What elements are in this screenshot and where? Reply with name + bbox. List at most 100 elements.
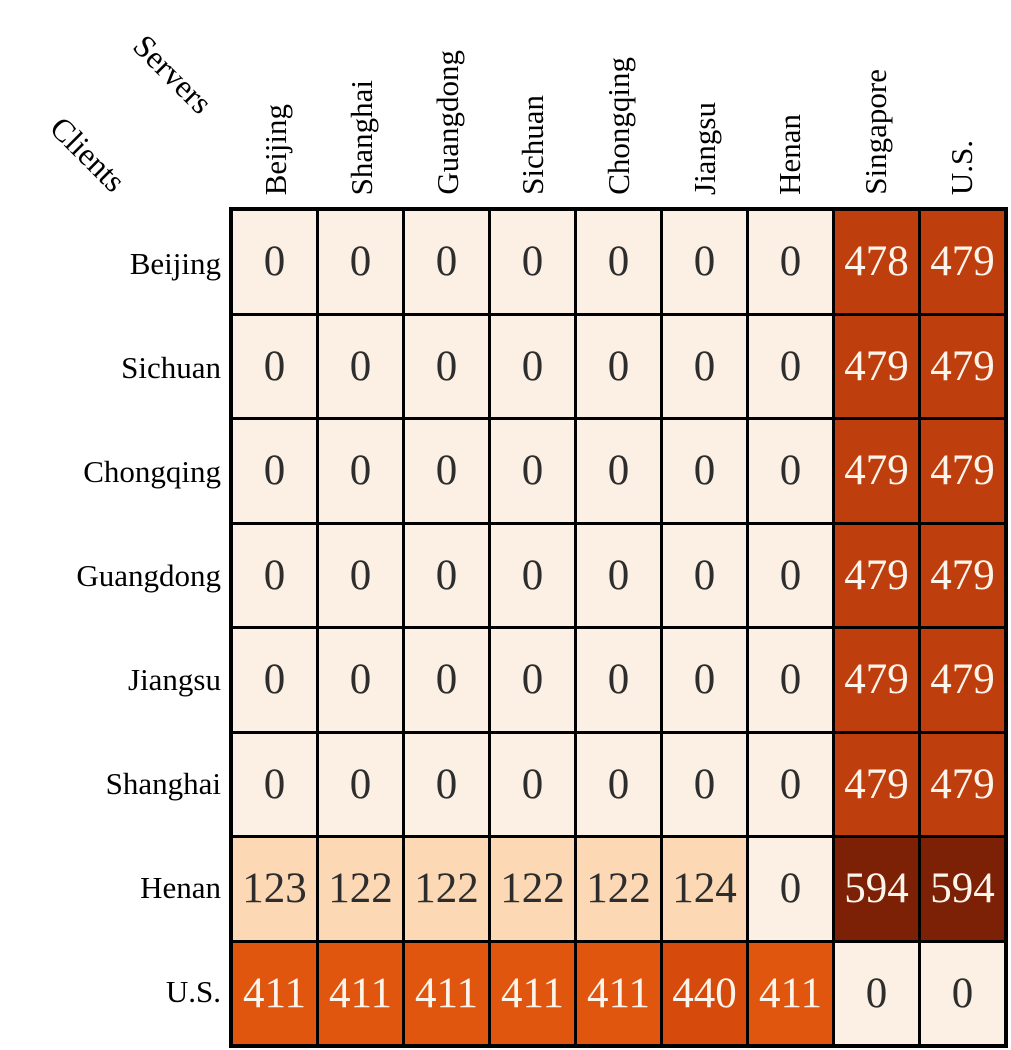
heatmap-cell-jiangsu-beijing: 0 — [233, 629, 316, 731]
heatmap-cell-sichuan-sichuan: 0 — [491, 315, 574, 417]
heatmap-cell-u-s-u-s: 0 — [921, 942, 1004, 1044]
heatmap-cell-u-s-henan: 411 — [749, 942, 832, 1044]
col-header-cell-chongqing: Chongqing — [576, 0, 662, 203]
col-header-cell-beijing: Beijing — [233, 0, 319, 203]
heatmap-cell-chongqing-chongqing: 0 — [577, 420, 660, 522]
heatmap-cell-guangdong-shanghai: 0 — [319, 524, 402, 626]
heatmap-cell-beijing-sichuan: 0 — [491, 211, 574, 313]
heatmap-cell-shanghai-beijing: 0 — [233, 733, 316, 835]
col-label-sichuan: Sichuan — [515, 95, 551, 195]
heatmap-grid: 0 0 0 0 0 0 0 478 479 0 0 0 0 0 0 0 479 479 0 0 0 0 0 0 0 479 479 0… — [229, 207, 1008, 1048]
row-label-shanghai: Shanghai — [105, 766, 221, 802]
heatmap-cell-shanghai-chongqing: 0 — [577, 733, 660, 835]
heatmap-cell-jiangsu-henan: 0 — [749, 629, 832, 731]
row-label-beijing: Beijing — [129, 245, 221, 281]
heatmap-cell-shanghai-singapore: 479 — [835, 733, 918, 835]
col-label-chongqing: Chongqing — [600, 57, 636, 195]
heatmap-cell-guangdong-singapore: 479 — [835, 524, 918, 626]
heatmap-cell-guangdong-chongqing: 0 — [577, 524, 660, 626]
heatmap-cell-chongqing-shanghai: 0 — [319, 420, 402, 522]
heatmap-cell-jiangsu-u-s: 479 — [921, 629, 1004, 731]
heatmap-cell-beijing-chongqing: 0 — [577, 211, 660, 313]
heatmap-cell-chongqing-jiangsu: 0 — [663, 420, 746, 522]
heatmap-cell-sichuan-guangdong: 0 — [405, 315, 488, 417]
heatmap-cell-jiangsu-guangdong: 0 — [405, 629, 488, 731]
heatmap-cell-chongqing-sichuan: 0 — [491, 420, 574, 522]
heatmap-cell-u-s-chongqing: 411 — [577, 942, 660, 1044]
heatmap-cell-beijing-jiangsu: 0 — [663, 211, 746, 313]
heatmap-cell-beijing-beijing: 0 — [233, 211, 316, 313]
row-label-chongqing: Chongqing — [83, 453, 221, 489]
heatmap-cell-sichuan-beijing: 0 — [233, 315, 316, 417]
heatmap-cell-shanghai-sichuan: 0 — [491, 733, 574, 835]
heatmap-cell-henan-jiangsu: 124 — [663, 838, 746, 940]
heatmap-cell-henan-singapore: 594 — [835, 838, 918, 940]
heatmap-cell-u-s-jiangsu: 440 — [663, 942, 746, 1044]
col-label-jiangsu: Jiangsu — [686, 102, 722, 195]
heatmap-cell-sichuan-jiangsu: 0 — [663, 315, 746, 417]
col-header-cell-guangdong: Guangdong — [404, 0, 490, 203]
heatmap-cell-chongqing-beijing: 0 — [233, 420, 316, 522]
heatmap-cell-chongqing-henan: 0 — [749, 420, 832, 522]
heatmap-cell-jiangsu-sichuan: 0 — [491, 629, 574, 731]
heatmap-cell-jiangsu-singapore: 479 — [835, 629, 918, 731]
heatmap-cell-jiangsu-shanghai: 0 — [319, 629, 402, 731]
heatmap-cell-u-s-singapore: 0 — [835, 942, 918, 1044]
heatmap-cell-sichuan-chongqing: 0 — [577, 315, 660, 417]
heatmap-cell-beijing-singapore: 478 — [835, 211, 918, 313]
col-label-guangdong: Guangdong — [429, 50, 465, 195]
row-headers: Beijing Sichuan Chongqing Guangdong Jiangsu S… — [0, 207, 221, 1048]
heatmap-cell-henan-henan: 0 — [749, 838, 832, 940]
row-label-henan: Henan — [140, 870, 221, 906]
heatmap-cell-henan-shanghai: 122 — [319, 838, 402, 940]
col-header-cell-shanghai: Shanghai — [319, 0, 405, 203]
col-label-beijing: Beijing — [258, 103, 294, 195]
heatmap-cell-henan-u-s: 594 — [921, 838, 1004, 940]
heatmap-cell-henan-guangdong: 122 — [405, 838, 488, 940]
heatmap-cell-chongqing-singapore: 479 — [835, 420, 918, 522]
heatmap-cell-beijing-u-s: 479 — [921, 211, 1004, 313]
col-label-singapore: Singapore — [857, 69, 893, 195]
heatmap-cell-chongqing-u-s: 479 — [921, 420, 1004, 522]
heatmap-cell-guangdong-henan: 0 — [749, 524, 832, 626]
heatmap-cell-beijing-guangdong: 0 — [405, 211, 488, 313]
heatmap-cell-guangdong-beijing: 0 — [233, 524, 316, 626]
col-label-u-s: U.S. — [943, 139, 979, 195]
heatmap-cell-jiangsu-chongqing: 0 — [577, 629, 660, 731]
heatmap-cell-shanghai-guangdong: 0 — [405, 733, 488, 835]
heatmap-cell-guangdong-sichuan: 0 — [491, 524, 574, 626]
heatmap-cell-chongqing-guangdong: 0 — [405, 420, 488, 522]
servers-axis-label: Servers — [126, 27, 220, 121]
heatmap-cell-sichuan-shanghai: 0 — [319, 315, 402, 417]
heatmap-cell-beijing-henan: 0 — [749, 211, 832, 313]
heatmap-cell-u-s-shanghai: 411 — [319, 942, 402, 1044]
col-header-cell-jiangsu: Jiangsu — [661, 0, 747, 203]
col-header-cell-henan: Henan — [747, 0, 833, 203]
col-header-cell-sichuan: Sichuan — [490, 0, 576, 203]
heatmap-cell-guangdong-u-s: 479 — [921, 524, 1004, 626]
heatmap-cell-henan-sichuan: 122 — [491, 838, 574, 940]
heatmap-cell-guangdong-jiangsu: 0 — [663, 524, 746, 626]
col-header-cell-singapore: Singapore — [833, 0, 919, 203]
heatmap-cell-guangdong-guangdong: 0 — [405, 524, 488, 626]
heatmap-cell-u-s-sichuan: 411 — [491, 942, 574, 1044]
column-headers: Beijing Shanghai Guangdong Sichuan Chongqing… — [229, 0, 1008, 203]
heatmap-cell-shanghai-jiangsu: 0 — [663, 733, 746, 835]
row-label-jiangsu: Jiangsu — [128, 662, 221, 698]
heatmap-cell-shanghai-henan: 0 — [749, 733, 832, 835]
heatmap-cell-u-s-beijing: 411 — [233, 942, 316, 1044]
col-label-henan: Henan — [772, 114, 808, 195]
heatmap-cell-henan-beijing: 123 — [233, 838, 316, 940]
clients-axis-label: Clients — [43, 109, 133, 199]
row-label-u-s: U.S. — [165, 974, 221, 1010]
heatmap-cell-sichuan-henan: 0 — [749, 315, 832, 417]
heatmap-cell-shanghai-u-s: 479 — [921, 733, 1004, 835]
heatmap-cell-u-s-guangdong: 411 — [405, 942, 488, 1044]
heatmap-cell-henan-chongqing: 122 — [577, 838, 660, 940]
row-label-sichuan: Sichuan — [121, 349, 221, 385]
heatmap-cell-sichuan-singapore: 479 — [835, 315, 918, 417]
heatmap-cell-jiangsu-jiangsu: 0 — [663, 629, 746, 731]
heatmap-cell-sichuan-u-s: 479 — [921, 315, 1004, 417]
row-label-guangdong: Guangdong — [76, 557, 221, 593]
col-header-cell-u-s: U.S. — [918, 0, 1004, 203]
